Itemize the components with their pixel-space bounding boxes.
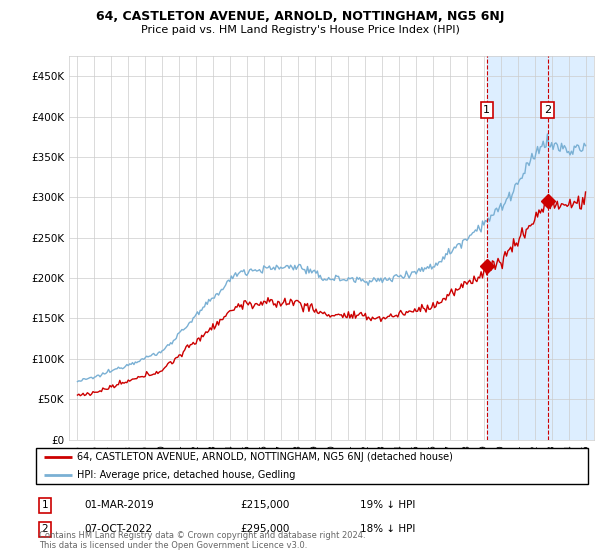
Text: 64, CASTLETON AVENUE, ARNOLD, NOTTINGHAM, NG5 6NJ (detached house): 64, CASTLETON AVENUE, ARNOLD, NOTTINGHAM…	[77, 452, 453, 462]
Text: Contains HM Land Registry data © Crown copyright and database right 2024.
This d: Contains HM Land Registry data © Crown c…	[39, 530, 365, 550]
Text: 07-OCT-2022: 07-OCT-2022	[84, 524, 152, 534]
Text: £215,000: £215,000	[240, 500, 289, 510]
Text: 2: 2	[41, 524, 49, 534]
Text: 2: 2	[544, 105, 551, 115]
Text: £295,000: £295,000	[240, 524, 289, 534]
Text: 18% ↓ HPI: 18% ↓ HPI	[360, 524, 415, 534]
Text: 64, CASTLETON AVENUE, ARNOLD, NOTTINGHAM, NG5 6NJ: 64, CASTLETON AVENUE, ARNOLD, NOTTINGHAM…	[96, 10, 504, 23]
Text: 01-MAR-2019: 01-MAR-2019	[84, 500, 154, 510]
Bar	[487, 56, 594, 440]
Text: Price paid vs. HM Land Registry's House Price Index (HPI): Price paid vs. HM Land Registry's House …	[140, 25, 460, 35]
Text: 1: 1	[41, 500, 49, 510]
Text: 1: 1	[483, 105, 490, 115]
Text: HPI: Average price, detached house, Gedling: HPI: Average price, detached house, Gedl…	[77, 470, 296, 480]
Text: 19% ↓ HPI: 19% ↓ HPI	[360, 500, 415, 510]
